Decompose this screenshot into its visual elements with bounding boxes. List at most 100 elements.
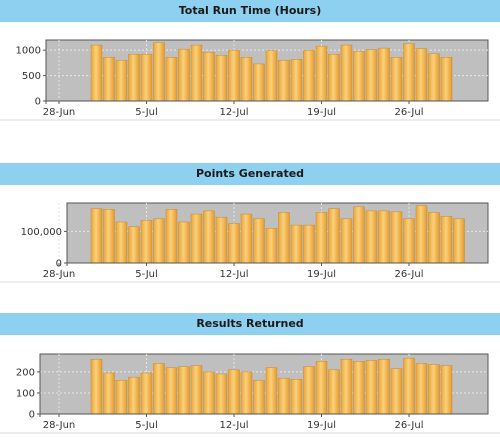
- bar: [228, 223, 240, 264]
- x-tick-label: 26-Jul: [395, 107, 424, 118]
- y-tick-label: 100,000: [21, 227, 62, 238]
- x-tick-label: 19-Jul: [307, 107, 336, 118]
- x-tick-label: 5-Jul: [135, 269, 158, 280]
- bar: [378, 47, 390, 102]
- bar: [165, 209, 178, 264]
- chart-title: Points Generated: [0, 163, 500, 185]
- bar: [428, 364, 440, 415]
- bar: [190, 365, 203, 415]
- x-tick-label: 28-Jun: [43, 420, 76, 431]
- chart-title: Results Returned: [0, 313, 500, 335]
- bar: [440, 365, 453, 415]
- bar: [278, 212, 290, 264]
- chart-run-time: 0 500 1000 28-Jun 5-Jul 12-Jul 19-Jul 26-Jul: [0, 39, 500, 121]
- x-tick-label: 28-Jun: [43, 107, 76, 118]
- bar: [390, 368, 403, 415]
- bar: [190, 213, 203, 264]
- bar: [290, 379, 303, 415]
- bar: [328, 53, 340, 102]
- bar: [90, 44, 103, 102]
- x-tick-label: 12-Jul: [220, 107, 249, 118]
- x-tick-label: 26-Jul: [395, 420, 424, 431]
- bar: [340, 218, 353, 264]
- y-tick-label: 200: [16, 367, 35, 378]
- bar: [328, 369, 340, 415]
- bar: [353, 50, 365, 102]
- bar: [353, 206, 365, 264]
- bar: [278, 377, 290, 415]
- bar: [153, 42, 165, 102]
- bar: [140, 220, 153, 264]
- x-tick-label: 26-Jul: [395, 269, 424, 280]
- x-tick-label: 19-Jul: [307, 269, 336, 280]
- bar: [253, 380, 265, 415]
- bar: [178, 48, 190, 102]
- bar: [440, 57, 453, 102]
- bar: [240, 57, 253, 102]
- bar: [365, 49, 378, 102]
- bar: [115, 60, 128, 102]
- bar: [90, 208, 103, 264]
- bar: [128, 226, 140, 264]
- bar: [328, 208, 340, 264]
- x-tick-label: 5-Jul: [135, 420, 158, 431]
- x-tick-label: 5-Jul: [135, 107, 158, 118]
- bar: [315, 361, 328, 415]
- bar: [215, 373, 228, 415]
- bar: [228, 369, 240, 415]
- bar: [378, 359, 390, 415]
- bar: [265, 50, 278, 102]
- bar: [303, 224, 315, 264]
- bar: [190, 44, 203, 102]
- bar: [165, 57, 178, 102]
- bar: [440, 216, 453, 264]
- bar: [365, 210, 378, 264]
- x-tick-label: 12-Jul: [220, 420, 249, 431]
- bar: [228, 49, 240, 102]
- chart-title: Total Run Time (Hours): [0, 0, 500, 22]
- bar: [365, 360, 378, 415]
- bar: [453, 218, 465, 264]
- bar: [140, 372, 153, 415]
- bar: [140, 53, 153, 102]
- bar: [103, 209, 115, 264]
- bar: [165, 367, 178, 415]
- bar: [303, 366, 315, 415]
- chart-results: 0 100 200 28-Jun 5-Jul 12-Jul 19-Jul 26-Jul: [0, 353, 500, 434]
- bar: [240, 213, 253, 264]
- bar: [390, 57, 403, 102]
- bar: [203, 371, 215, 415]
- bar: [428, 212, 440, 264]
- x-tick-label: 19-Jul: [307, 420, 336, 431]
- bar: [90, 359, 103, 415]
- bar: [178, 366, 190, 415]
- bar: [103, 57, 115, 102]
- bar: [265, 367, 278, 415]
- bar: [315, 212, 328, 264]
- bar: [265, 228, 278, 264]
- bar: [253, 218, 265, 264]
- bar: [403, 218, 415, 264]
- bar: [128, 53, 140, 102]
- bar: [178, 221, 190, 264]
- x-tick-label: 12-Jul: [220, 269, 249, 280]
- bar: [153, 363, 165, 415]
- bar: [115, 380, 128, 415]
- bar: [428, 53, 440, 102]
- bar: [203, 51, 215, 102]
- y-tick-label: 100: [16, 388, 35, 399]
- bar: [278, 60, 290, 102]
- x-tick-label: 28-Jun: [43, 269, 76, 280]
- bar: [153, 218, 165, 264]
- bar: [215, 216, 228, 264]
- bar: [128, 376, 140, 415]
- bar: [103, 372, 115, 415]
- bar: [403, 357, 415, 415]
- bar: [290, 224, 303, 264]
- bar: [353, 361, 365, 415]
- bar: [253, 63, 265, 102]
- y-tick-label: 1000: [16, 46, 41, 57]
- y-tick-label: 0: [29, 410, 35, 421]
- bar: [115, 221, 128, 264]
